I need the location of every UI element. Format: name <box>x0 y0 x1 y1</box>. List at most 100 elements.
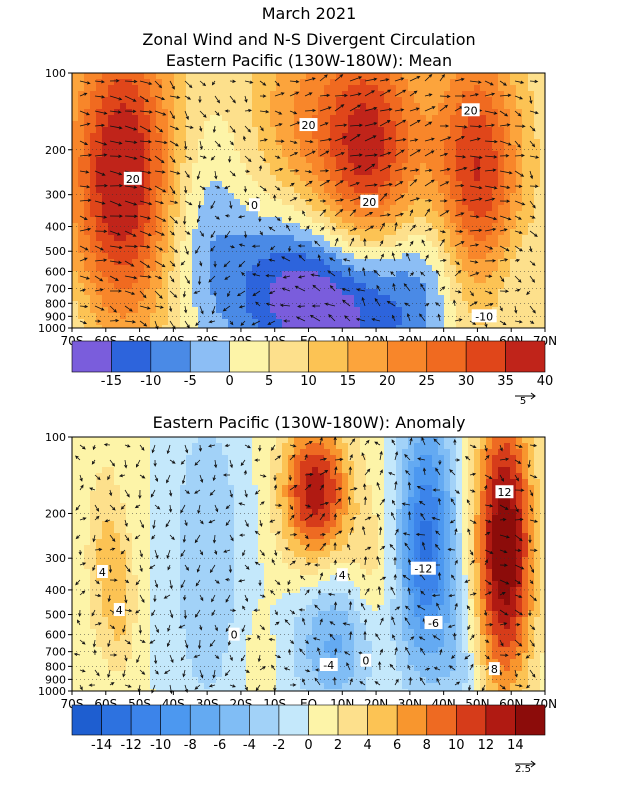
field-cell <box>366 205 373 212</box>
field-cell <box>408 289 415 296</box>
field-cell <box>462 247 469 254</box>
field-cell <box>198 325 205 329</box>
field-cell <box>360 139 367 146</box>
field-cell <box>222 211 229 218</box>
field-cell <box>306 295 313 302</box>
field-cell <box>348 319 355 326</box>
wind-vector <box>208 275 216 283</box>
field-cell <box>498 235 505 242</box>
field-cell <box>444 211 451 218</box>
field-cell <box>90 253 97 260</box>
wind-vector <box>244 155 252 163</box>
field-cell <box>396 79 403 86</box>
field-cell <box>468 121 475 128</box>
wind-vector <box>224 230 231 239</box>
field-cell <box>252 301 259 308</box>
field-cell <box>330 181 337 188</box>
field-cell <box>360 187 367 194</box>
wind-vector <box>154 305 164 309</box>
field-cell <box>378 85 385 92</box>
field-cell <box>438 443 445 450</box>
field-cell <box>84 449 91 456</box>
field-cell <box>174 199 181 206</box>
field-cell <box>336 79 343 86</box>
field-cell <box>210 307 217 314</box>
field-cell <box>180 103 187 110</box>
field-cell <box>282 301 289 308</box>
wind-vector <box>214 185 221 189</box>
wind-vector <box>394 77 405 82</box>
field-cell <box>174 151 181 158</box>
field-cell <box>504 283 511 290</box>
field-cell <box>432 503 439 510</box>
field-cell <box>408 157 415 164</box>
wind-vector <box>224 214 231 218</box>
field-cell <box>396 295 403 302</box>
field-cell <box>540 157 546 164</box>
field-cell <box>222 319 229 326</box>
field-cell <box>492 235 499 242</box>
field-cell <box>414 497 421 504</box>
field-cell <box>306 103 313 110</box>
field-cell <box>282 109 289 116</box>
field-cell <box>444 443 451 450</box>
field-cell <box>384 253 391 260</box>
field-cell <box>510 259 517 266</box>
field-cell <box>126 97 133 104</box>
field-cell <box>408 229 415 236</box>
field-cell <box>486 479 493 486</box>
contour-label: 20 <box>362 196 376 209</box>
field-cell <box>528 277 535 284</box>
field-cell <box>432 313 439 320</box>
field-cell <box>324 259 331 266</box>
field-cell <box>324 449 331 456</box>
field-cell <box>312 193 319 200</box>
field-cell <box>372 103 379 110</box>
field-cell <box>336 461 343 468</box>
field-cell <box>120 169 127 176</box>
field-cell <box>84 443 91 450</box>
field-cell <box>462 479 469 486</box>
field-cell <box>348 485 355 492</box>
field-cell <box>312 277 319 284</box>
field-cell <box>108 289 115 296</box>
field-cell <box>162 271 169 278</box>
field-cell <box>540 449 546 456</box>
field-cell <box>300 193 307 200</box>
field-cell <box>90 479 97 486</box>
wind-vector <box>94 275 104 282</box>
field-cell <box>126 259 133 266</box>
field-cell <box>522 503 529 510</box>
wind-vector <box>289 79 300 84</box>
field-cell <box>240 277 247 284</box>
wind-vector <box>182 290 187 298</box>
field-cell <box>108 449 115 456</box>
field-cell <box>378 121 385 128</box>
field-cell <box>402 103 409 110</box>
field-cell <box>534 223 541 230</box>
field-cell <box>276 301 283 308</box>
wind-vector <box>210 230 216 239</box>
field-cell <box>162 265 169 272</box>
field-cell <box>240 97 247 104</box>
field-cell <box>96 265 103 272</box>
field-cell <box>318 307 325 314</box>
field-cell <box>282 103 289 110</box>
field-cell <box>450 503 457 510</box>
field-cell <box>312 253 319 260</box>
field-cell <box>264 241 271 248</box>
field-cell <box>294 145 301 152</box>
field-cell <box>402 169 409 176</box>
wind-vector <box>454 125 468 129</box>
field-cell <box>420 259 427 266</box>
wind-vector <box>419 313 426 322</box>
field-cell <box>258 235 265 242</box>
field-cell <box>306 85 313 92</box>
field-cell <box>504 205 511 212</box>
wind-vector <box>469 290 474 297</box>
wind-vector <box>454 166 468 172</box>
field-cell <box>498 443 505 450</box>
field-cell <box>96 259 103 266</box>
field-cell <box>366 139 373 146</box>
field-cell <box>234 121 241 128</box>
